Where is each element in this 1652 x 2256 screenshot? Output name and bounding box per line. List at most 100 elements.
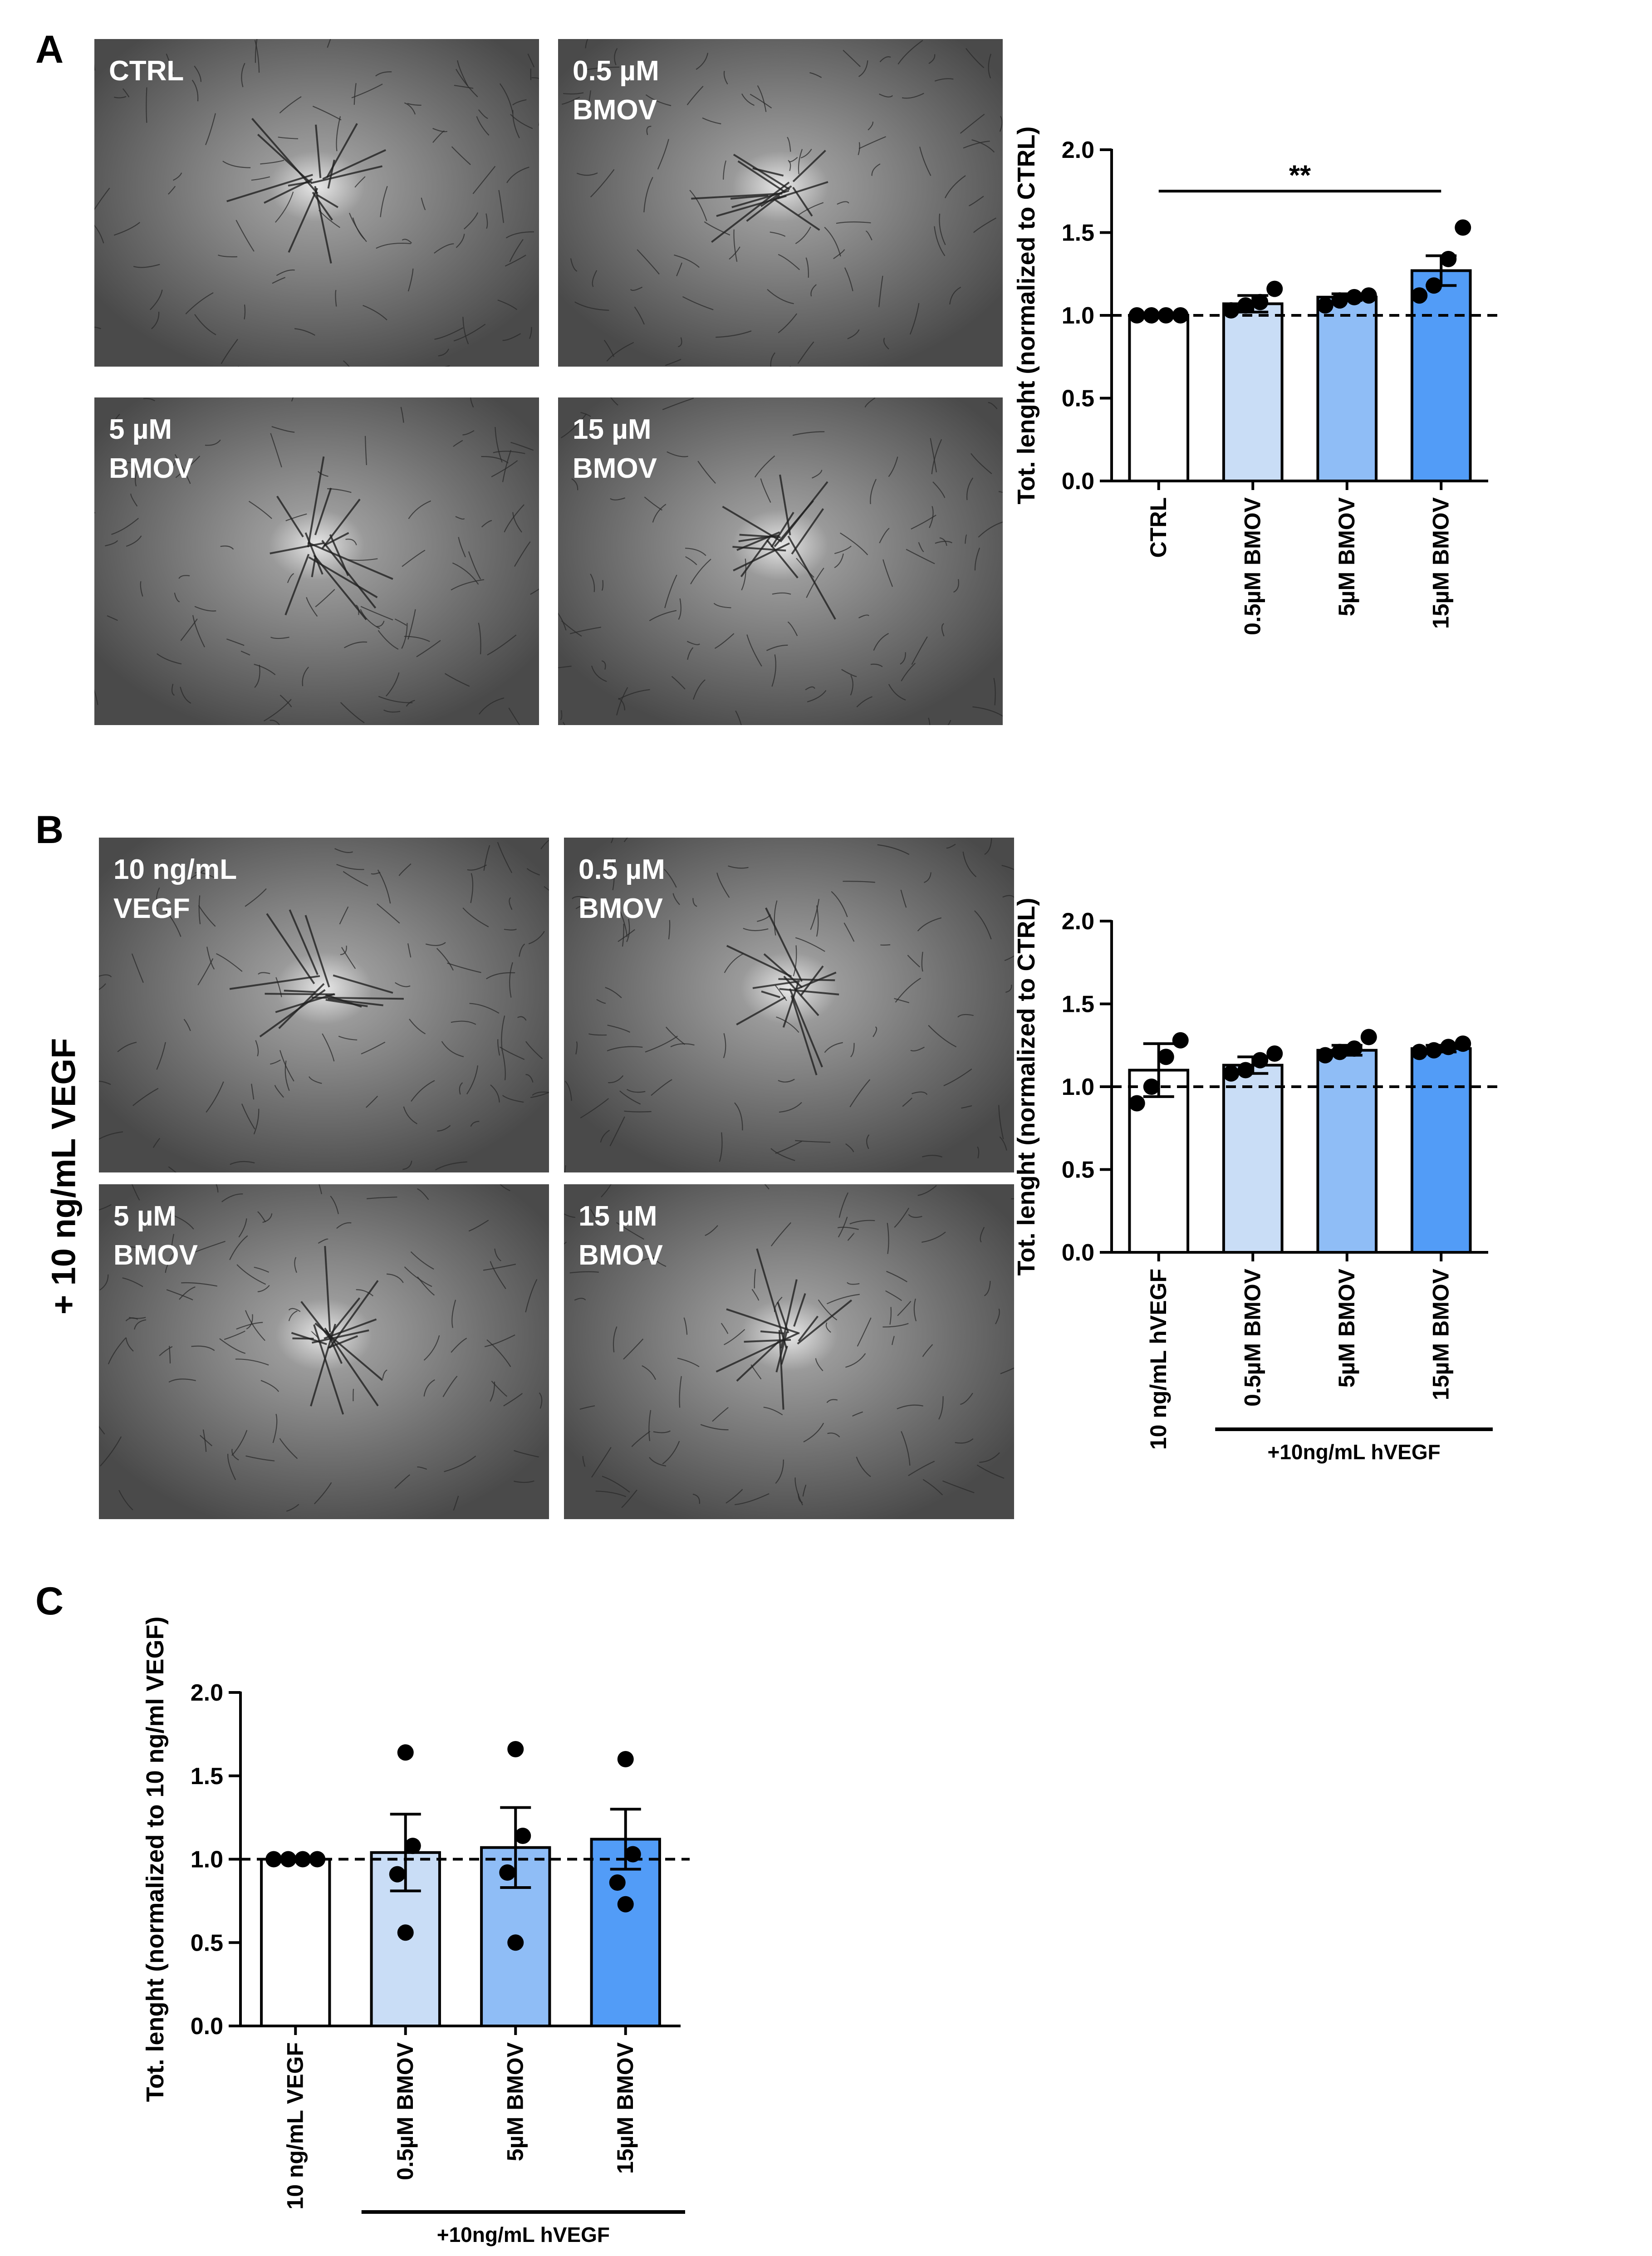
data-point [609, 1874, 626, 1891]
data-point [1223, 1065, 1240, 1082]
x-tick-label: 15µM BMOV [1428, 1268, 1453, 1400]
bar [1410, 269, 1472, 482]
y-tick-label: 1.0 [191, 1847, 223, 1873]
micrograph-image [564, 1184, 1014, 1519]
data-point [617, 1751, 634, 1767]
data-point [1411, 1044, 1428, 1060]
photo-15um-bmov: 15 µM BMOV [558, 397, 1003, 725]
x-tick-label: 0.5µM BMOV [392, 2042, 418, 2180]
micrograph-image [99, 838, 549, 1172]
x-tick-label: 5µM BMOV [1334, 1268, 1359, 1388]
data-point [309, 1851, 326, 1868]
micrograph-image [94, 39, 539, 367]
bar [1316, 295, 1378, 482]
data-point [1331, 292, 1348, 309]
data-point [507, 1934, 524, 1951]
data-point [1426, 1042, 1442, 1059]
error-bar [500, 1806, 531, 1889]
data-point [499, 1864, 516, 1881]
data-point [617, 1896, 634, 1913]
data-point [1346, 1040, 1363, 1057]
data-point [1426, 277, 1442, 294]
y-tick-label: 2.0 [1062, 137, 1094, 163]
data-point [404, 1838, 421, 1854]
micrograph-image [558, 397, 1003, 725]
micrograph-image [94, 397, 539, 725]
bar [1222, 302, 1284, 482]
data-point [1266, 1045, 1283, 1062]
y-tick-label: 0.5 [1062, 1157, 1094, 1183]
data-point [1360, 1029, 1377, 1045]
panel-b-letter: B [35, 808, 64, 852]
data-point [1331, 1044, 1348, 1060]
photo-label: 5 µM BMOV [109, 414, 193, 484]
data-point [1252, 1052, 1269, 1069]
x-tick-label: 5µM BMOV [1334, 497, 1359, 616]
x-tick-label: 10 ng/mL hVEGF [1146, 1269, 1171, 1450]
error-bar [390, 1813, 421, 1893]
x-tick-label: 10 ng/mL VEGF [282, 2042, 308, 2210]
y-tick-label: 1.5 [1062, 220, 1094, 246]
data-point [389, 1866, 406, 1883]
y-tick-label: 1.5 [191, 1763, 223, 1790]
photo-0-5um-bmov: 0.5 µM BMOV [558, 39, 1003, 367]
bar [1222, 1064, 1284, 1254]
data-point [1237, 1062, 1254, 1079]
y-tick-label: 1.0 [1062, 1074, 1094, 1100]
x-tick-label: 15µM BMOV [613, 2042, 638, 2174]
data-point [515, 1828, 531, 1844]
micrograph-image [99, 1184, 549, 1519]
data-point [507, 1741, 524, 1757]
y-tick-label: 0.5 [1062, 386, 1094, 412]
photo-label: 5 µM BMOV [113, 1201, 198, 1271]
bar [1128, 314, 1190, 482]
photo-b-15um-bmov: 15 µM BMOV [564, 1184, 1014, 1519]
bar-chart-b: 0.0 0.5 1.0 1.5 2.0 Tot. lenght (normalized t… [1013, 898, 1497, 1464]
data-point [1128, 1095, 1145, 1112]
data-point [1252, 294, 1269, 310]
data-point [397, 1744, 414, 1761]
data-point [1411, 287, 1428, 304]
y-tick-label: 2.0 [191, 1680, 223, 1706]
photo-label: 15 µM BMOV [573, 414, 657, 484]
bar-chart-c: 0.0 0.5 1.0 1.5 2.0 Tot. lenght (normalized t… [142, 1616, 690, 2246]
photo-10ng-vegf: 10 ng/mL VEGF [99, 838, 549, 1172]
y-tick-label: 0.0 [191, 2013, 223, 2040]
data-point [1317, 297, 1333, 314]
photo-label: 10 ng/mL VEGF [113, 854, 237, 924]
data-point [1440, 1039, 1457, 1055]
y-axis-label: Tot. lenght (normalized to 10 ng/ml VEGF… [142, 1616, 169, 2102]
x-tick-label: 0.5µM BMOV [1240, 497, 1265, 635]
photo-b-0-5um-bmov: 0.5 µM BMOV [564, 838, 1014, 1172]
data-point [1237, 297, 1254, 314]
data-point [294, 1851, 311, 1868]
data-point [397, 1924, 414, 1941]
group-label: +10ng/mL hVEGF [1267, 1440, 1440, 1464]
micrograph-image [564, 838, 1014, 1172]
significance-label: ** [1289, 160, 1311, 191]
x-tick-label: 15µM BMOV [1428, 497, 1453, 629]
data-point [1455, 1035, 1471, 1052]
group-label: +10ng/mL hVEGF [437, 2223, 610, 2246]
photo-label: 0.5 µM BMOV [578, 854, 665, 924]
data-point [1317, 1047, 1333, 1064]
data-point [1172, 1032, 1189, 1049]
data-point [1455, 219, 1471, 236]
photo-label: 0.5 µM BMOV [573, 55, 659, 126]
y-axis-label: Tot. lenght (normalized to CTRL) [1013, 898, 1040, 1276]
photo-label: 15 µM BMOV [578, 1201, 663, 1271]
data-point [1266, 280, 1283, 297]
panel-a-letter: A [35, 28, 64, 71]
x-tick-label: 0.5µM BMOV [1240, 1268, 1265, 1407]
x-tick-label: 5µM BMOV [502, 2042, 528, 2161]
x-tick-label: CTRL [1146, 497, 1171, 558]
y-tick-label: 0.0 [1062, 468, 1094, 495]
photo-ctrl: CTRL [94, 39, 539, 367]
y-tick-label: 1.0 [1062, 303, 1094, 329]
y-tick-label: 0.0 [1062, 1240, 1094, 1266]
micrograph-image [558, 39, 1003, 367]
vegf-side-label: + 10 ng/mL VEGF [44, 1038, 83, 1315]
bar [1410, 1047, 1472, 1254]
data-point [280, 1851, 297, 1868]
data-point [1157, 1049, 1174, 1065]
